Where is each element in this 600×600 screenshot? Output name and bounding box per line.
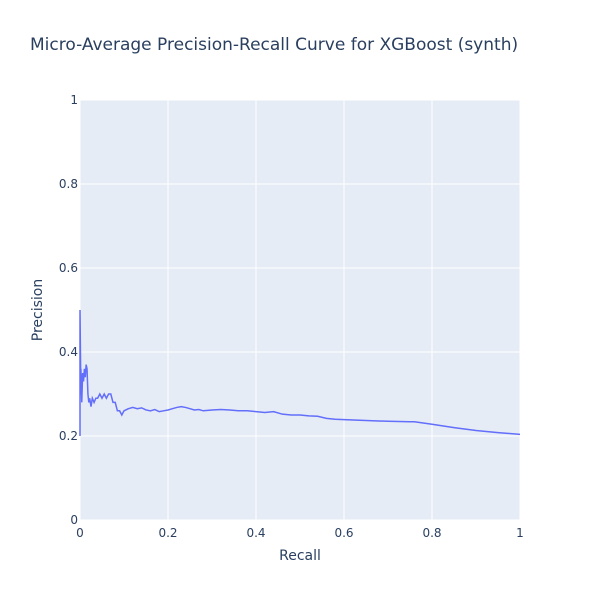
- y-tick-label: 0.4: [59, 345, 78, 359]
- grid-lines: [79, 99, 521, 521]
- x-tick-label: 0.6: [334, 526, 353, 540]
- x-axis-title: Recall: [279, 548, 321, 564]
- y-tick-label: 0: [70, 513, 78, 527]
- x-tick-label: 0.8: [422, 526, 441, 540]
- x-tick-labels: 0 0.2 0.4 0.6 0.8 1: [76, 526, 524, 540]
- y-tick-label: 0.2: [59, 429, 78, 443]
- y-tick-labels: 0 0.2 0.4 0.6 0.8 1: [59, 93, 78, 527]
- x-tick-label: 1: [516, 526, 524, 540]
- y-tick-label: 0.6: [59, 261, 78, 275]
- x-tick-label: 0.4: [246, 526, 265, 540]
- y-tick-label: 0.8: [59, 177, 78, 191]
- chart-title: Micro-Average Precision-Recall Curve for…: [30, 35, 518, 55]
- y-axis-title: Precision: [30, 279, 46, 341]
- precision-recall-line: [79, 309, 521, 436]
- y-tick-label: 1: [70, 93, 78, 107]
- x-tick-label: 0: [76, 526, 84, 540]
- plot-area: [80, 100, 520, 520]
- x-tick-label: 0.2: [158, 526, 177, 540]
